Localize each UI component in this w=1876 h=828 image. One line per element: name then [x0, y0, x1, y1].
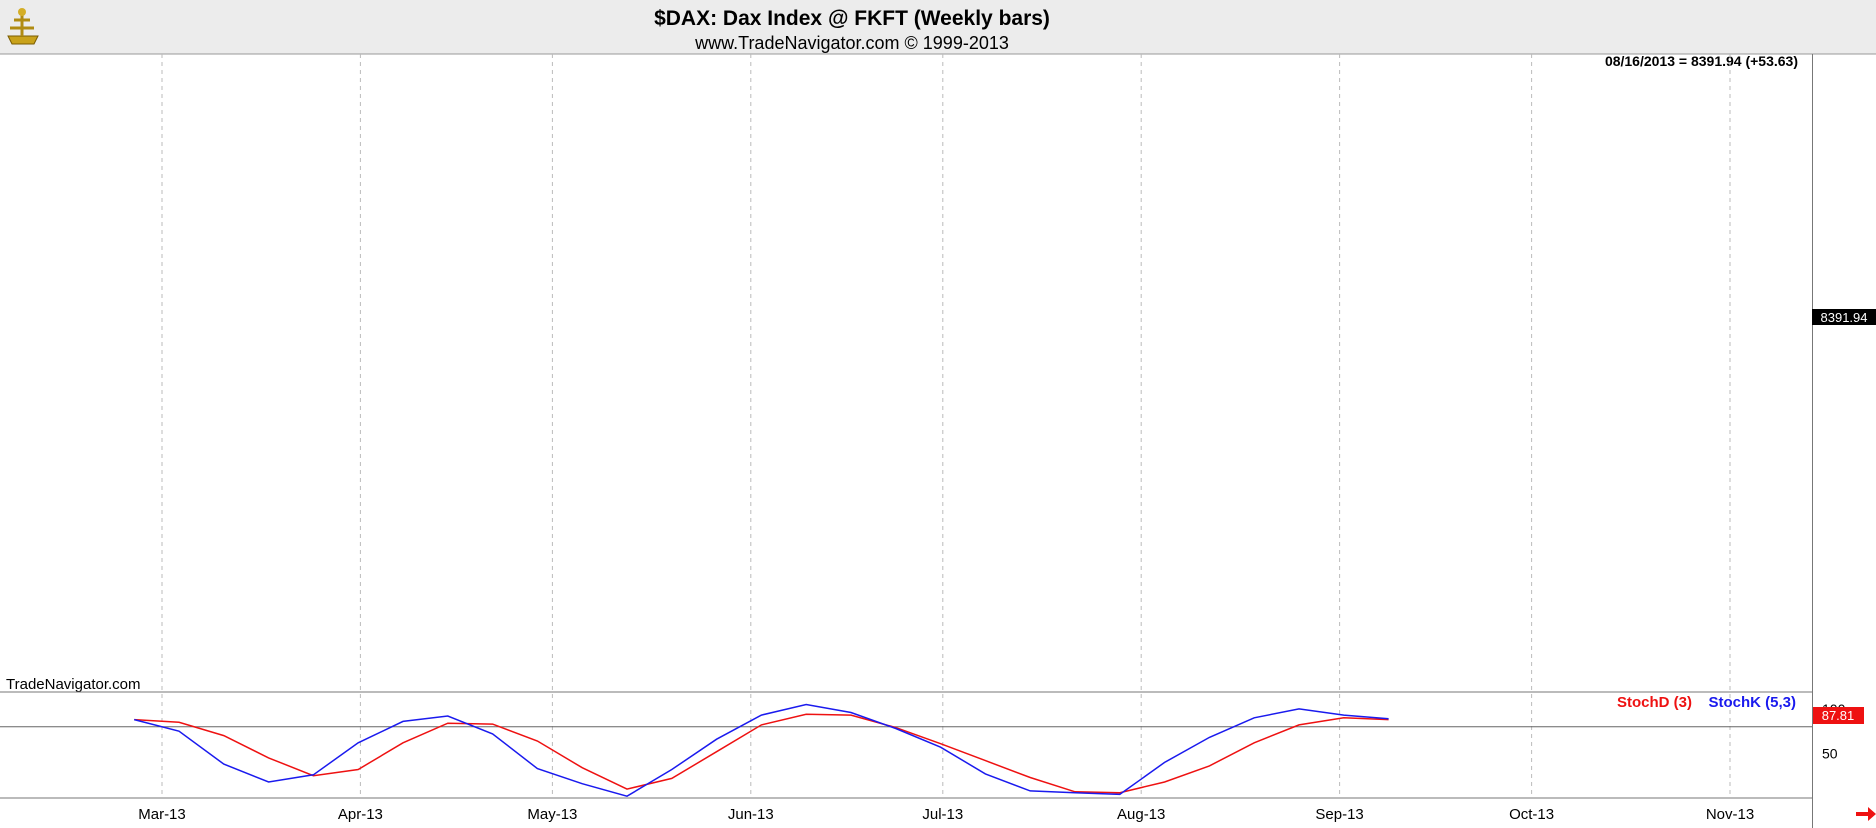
last-price-tag-bg: [1812, 309, 1876, 325]
stoch-value-tag-bg: [1812, 707, 1864, 724]
x-tick-label: Apr-13: [338, 806, 383, 823]
last-price-tag: 8391.94: [1821, 310, 1868, 325]
legend-stochk: StochK (5,3): [1708, 694, 1796, 711]
x-tick-label: Nov-13: [1706, 806, 1754, 823]
legend-stochd: StochD (3): [1617, 694, 1692, 711]
x-tick-label: Aug-13: [1117, 806, 1165, 823]
x-tick-label: May-13: [527, 806, 577, 823]
header-background: [0, 0, 1876, 54]
scroll-right-arrow-icon[interactable]: [1856, 807, 1876, 821]
stoch-series-line: [134, 703, 1389, 798]
x-tick-label: Mar-13: [138, 806, 186, 823]
plot-background: [0, 54, 1876, 828]
x-tick-label: Sep-13: [1315, 806, 1363, 823]
logo-icon: [6, 8, 42, 48]
stoch-y-tick: 50: [1822, 745, 1838, 761]
chart-title: $DAX: Dax Index @ FKFT (Weekly bars): [654, 7, 1050, 30]
watermark: TradeNavigator.com: [6, 676, 141, 693]
info-line: 08/16/2013 = 8391.94 (+53.63): [1605, 53, 1798, 69]
x-tick-label: Jul-13: [922, 806, 963, 823]
stoch-value-tag: 87.81: [1822, 708, 1855, 723]
x-tick-label: Oct-13: [1509, 806, 1554, 823]
x-tick-label: Jun-13: [728, 806, 774, 823]
chart-subtitle: www.TradeNavigator.com © 1999-2013: [694, 33, 1009, 53]
stoch-series-line: [134, 713, 1389, 794]
